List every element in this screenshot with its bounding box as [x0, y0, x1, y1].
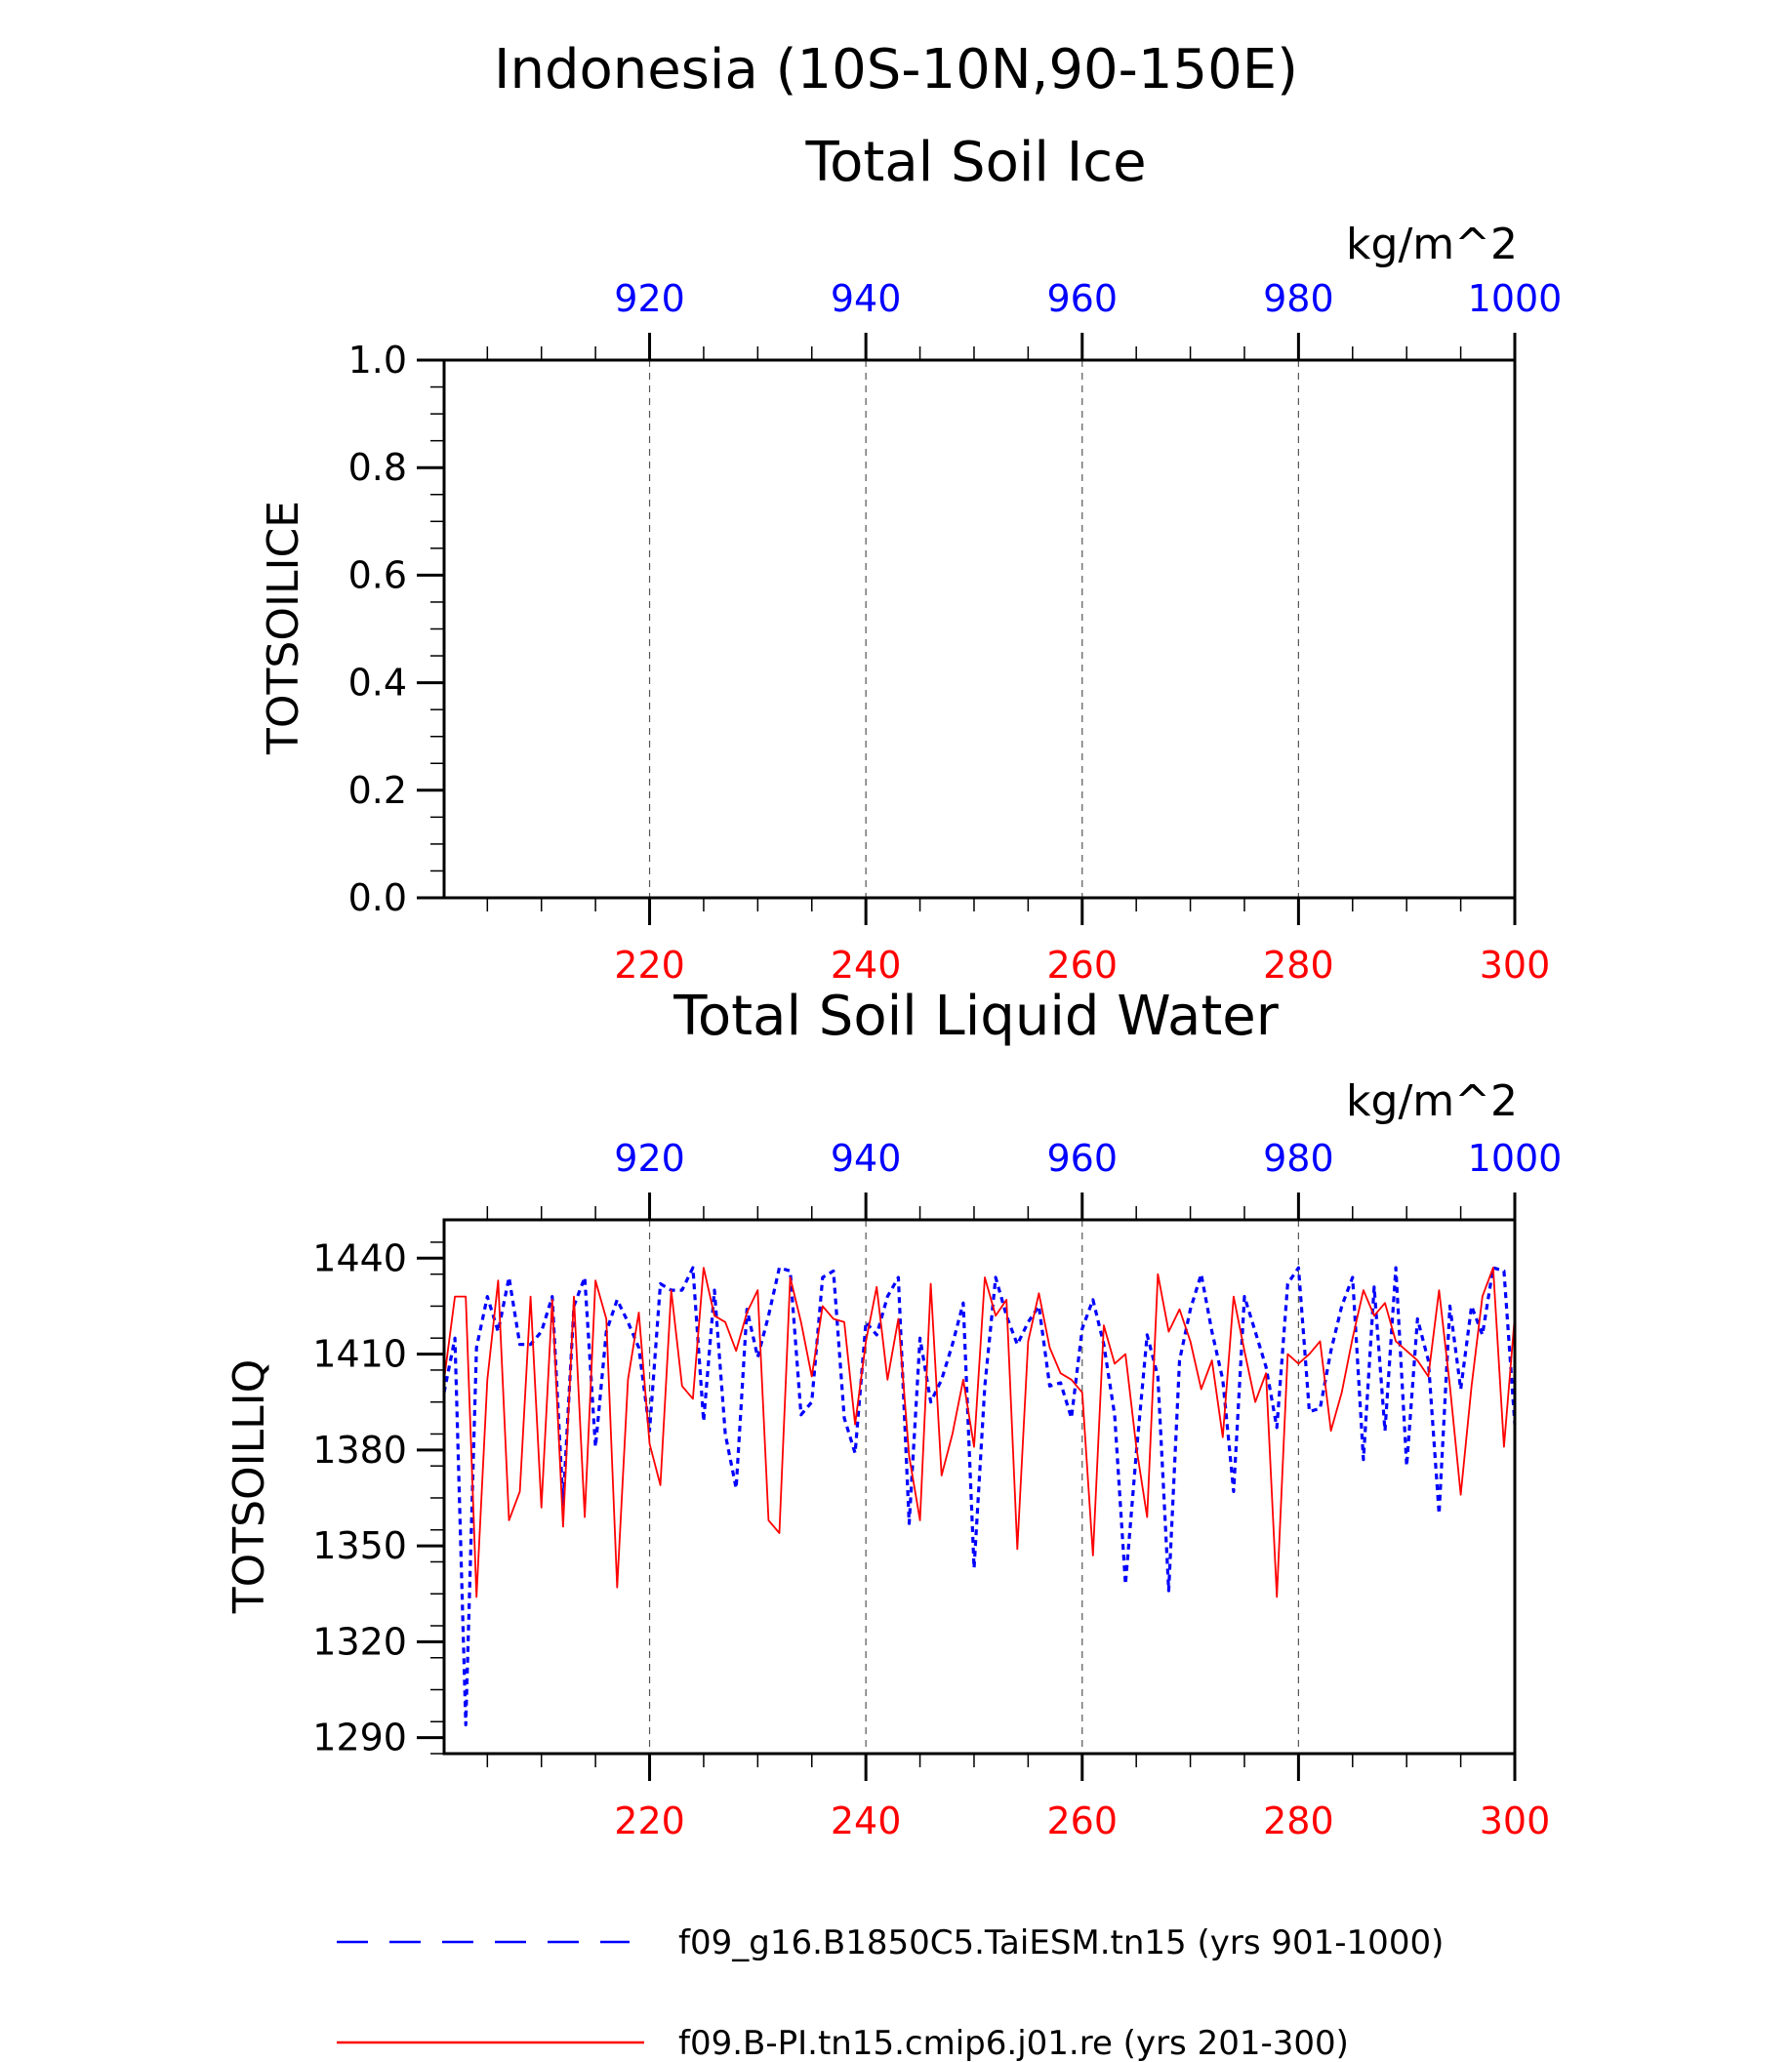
y-tick-label: 0.4 — [348, 662, 407, 705]
x-top-tick-label: 940 — [831, 1137, 902, 1180]
x-bottom-tick-label: 240 — [831, 944, 902, 987]
x-top-tick-label: 1000 — [1468, 277, 1563, 320]
panel2-grid — [648, 1220, 1299, 1754]
x-top-tick-label: 980 — [1263, 277, 1334, 320]
legend-label-cmip6: f09.B-PI.tn15.cmip6.j01.re (yrs 201-300) — [678, 2024, 1349, 2062]
x-top-tick-label: 1000 — [1468, 1137, 1563, 1180]
panel2-plot-frame — [442, 1218, 1517, 1756]
y-tick-label: 1.0 — [348, 339, 407, 382]
x-bottom-tick-label: 260 — [1047, 944, 1119, 987]
y-tick-label: 0.0 — [348, 876, 407, 919]
x-bottom-tick-label: 300 — [1480, 944, 1551, 987]
x-bottom-tick-label: 220 — [614, 1799, 685, 1842]
y-tick-label: 0.6 — [348, 553, 407, 596]
y-tick-label: 1380 — [312, 1429, 407, 1472]
x-top-tick-label: 940 — [831, 277, 902, 320]
panel1-unit-label: kg/m^2 — [1346, 220, 1518, 269]
panel1-title: Total Soil Ice — [804, 131, 1146, 194]
x-top-tick-label: 920 — [614, 1137, 685, 1180]
panel2-tick-labels: 1290 1320 1350 1380 1410 1440 220 240 260 280 300 9… — [312, 1137, 1562, 1842]
y-tick-label: 0.2 — [348, 769, 407, 812]
y-tick-label: 1350 — [312, 1524, 407, 1567]
y-tick-label: 1290 — [312, 1717, 407, 1759]
x-top-tick-label: 920 — [614, 277, 685, 320]
x-top-tick-label: 980 — [1263, 1137, 1334, 1180]
panel1-y-axis-label: TOTSOILICE — [259, 501, 308, 755]
x-bottom-tick-label: 220 — [614, 944, 685, 987]
y-tick-label: 0.8 — [348, 446, 407, 489]
legend: f09_g16.B1850C5.TaiESM.tn15 (yrs 901-100… — [337, 1923, 1444, 2062]
x-bottom-tick-label: 280 — [1263, 944, 1334, 987]
main-title: Indonesia (10S-10N,90-150E) — [494, 38, 1298, 101]
y-tick-label: 1440 — [312, 1236, 407, 1279]
x-top-tick-label: 960 — [1047, 1137, 1119, 1180]
panel1-ticks — [417, 333, 1517, 925]
panel1-grid — [648, 360, 1299, 898]
y-tick-label: 1320 — [312, 1620, 407, 1663]
x-bottom-tick-label: 280 — [1263, 1799, 1334, 1842]
panel1-plot-frame — [442, 358, 1517, 900]
legend-label-taiesm: f09_g16.B1850C5.TaiESM.tn15 (yrs 901-100… — [678, 1923, 1444, 1962]
x-bottom-tick-label: 240 — [831, 1799, 902, 1842]
series-line-cmip6 — [443, 1267, 1516, 1598]
panel2-lines — [442, 1266, 1517, 1727]
panel1-tick-labels: 0.0 0.2 0.4 0.6 0.8 1.0 220 240 260 280 300 920 940 9… — [348, 277, 1563, 987]
panel2-y-axis-label: TOTSOILLIQ — [224, 1359, 274, 1615]
panel2-title: Total Soil Liquid Water — [672, 985, 1280, 1048]
panel2-unit-label: kg/m^2 — [1346, 1076, 1518, 1126]
x-top-tick-label: 960 — [1047, 277, 1119, 320]
y-tick-label: 1410 — [312, 1333, 407, 1376]
x-bottom-tick-label: 260 — [1047, 1799, 1119, 1842]
x-bottom-tick-label: 300 — [1480, 1799, 1551, 1842]
panel2-ticks — [417, 1193, 1517, 1781]
panel-total-soil-liquid-water: Total Soil Liquid Water kg/m^2 129013201… — [224, 985, 1562, 1842]
panel-total-soil-ice: Total Soil Ice kg/m^2 0.0 0.2 0.4 0.6 0.8 1.0… — [259, 131, 1562, 987]
series-line-taiesm — [442, 1266, 1517, 1727]
